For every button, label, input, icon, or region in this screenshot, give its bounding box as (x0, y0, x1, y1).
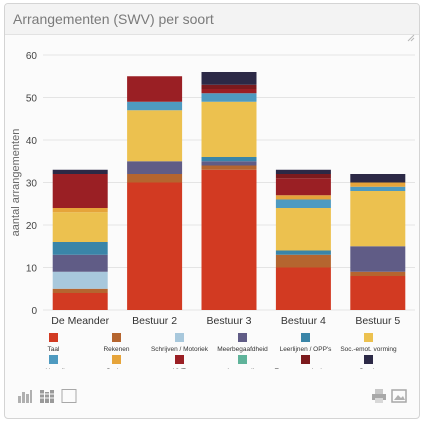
bar-segment-meerbegaafdheid (127, 161, 183, 174)
resize-handle-icon[interactable] (407, 34, 415, 42)
chart-type-toolbar (17, 388, 77, 404)
bar-segment-taal (350, 276, 406, 310)
legend-swatch (112, 355, 121, 364)
legend-swatch (301, 355, 310, 364)
y-axis-label: aantal arrangementen (10, 129, 22, 237)
legend-item-label: VVE (173, 368, 187, 369)
bar-segment-werkhouding (201, 93, 257, 102)
panel-title: Arrangementen (SWV) per soort (13, 11, 214, 27)
bar-segment-overig (52, 169, 108, 174)
bar-segment-werkhouding (127, 101, 183, 111)
bar-segment-leerlijnen-opp-s (201, 157, 257, 162)
bar-segment-rekenen (127, 174, 183, 183)
bar-segment-rekenen (275, 254, 331, 268)
stacked-bar-chart: 0 10 20 30 40 50 60 aantal arrangementen De Mean… (10, 51, 415, 369)
bar-segment-taal (275, 267, 331, 310)
y-tick-label: 50 (26, 94, 38, 105)
table-view-icon[interactable] (61, 388, 77, 404)
bar-segment-soc-emot-vorming (127, 110, 183, 162)
legend-item-label: Logopedie (227, 368, 258, 369)
bar-segment-taal (52, 293, 108, 310)
bar-segment-overig (201, 72, 257, 85)
legend-swatch (364, 355, 373, 364)
chart-panel: Arrangementen (SWV) per soort 0 10 20 30 40 5… (4, 3, 420, 419)
bar-segment-taal (201, 169, 257, 310)
stacked-bar-chart-icon[interactable] (39, 388, 55, 404)
legend-item-label: Soc.-emot. vorming (340, 346, 397, 353)
y-tick-label: 60 (26, 51, 38, 62)
legend-item-label: Taal (48, 346, 60, 353)
x-tick-label: Bestuur 5 (355, 315, 400, 327)
legend-item-label: Ouders (106, 368, 128, 369)
bar-segment-overig (275, 169, 331, 174)
legend-item-label: Schrijven / Motoriek (151, 346, 209, 353)
bar-segment-vve (201, 89, 257, 94)
bar-segment-tussenvoorzieningen (201, 84, 257, 89)
bar-segment-soc-emot-vorming (52, 212, 108, 242)
legend-item-label: Tussenvoorzieningen (275, 368, 337, 369)
bar-segment-soc-emot-vorming (201, 101, 257, 157)
legend-swatch (49, 333, 58, 342)
legend-item-label: Leerlijnen / OPP's (280, 346, 333, 353)
legend-swatch (49, 355, 58, 364)
bar-segment-ouders (52, 208, 108, 213)
bar-segment-werkhouding (350, 186, 406, 191)
y-tick-label: 40 (26, 136, 38, 147)
legend-swatch (364, 333, 373, 342)
y-tick-label: 0 (31, 306, 37, 317)
legend-swatch (175, 355, 184, 364)
bar-segment-werkhouding (275, 199, 331, 208)
panel-header: Arrangementen (SWV) per soort (5, 4, 419, 35)
bar-segment-ouders (275, 195, 331, 200)
x-tick-label: De Meander (51, 315, 109, 327)
legend-swatch (112, 333, 121, 342)
legend-item-label: Overig (359, 368, 379, 369)
legend-item-label: werkhouding (34, 368, 72, 369)
bar-segment-schrijven-motoriek (52, 271, 108, 289)
image-export-icon[interactable] (391, 388, 407, 404)
bar-segment-rekenen (52, 288, 108, 293)
legend-swatch (238, 355, 247, 364)
x-tick-label: Bestuur 2 (132, 315, 177, 327)
bar-segment-meerbegaafdheid (350, 246, 406, 272)
y-tick-label: 30 (26, 179, 38, 190)
bar-segment-soc-emot-vorming (275, 208, 331, 251)
print-icon[interactable] (371, 388, 387, 404)
bar-segment-overig (350, 174, 406, 183)
bar-segment-meerbegaafdheid (52, 254, 108, 272)
bar-segment-ouders (350, 182, 406, 187)
x-tick-label: Bestuur 3 (207, 315, 252, 327)
bar-segment-meerbegaafdheid (201, 161, 257, 166)
legend-swatch (175, 333, 184, 342)
bar-segment-leerlijnen-opp-s (52, 242, 108, 255)
legend-swatch (238, 333, 247, 342)
bar-segment-rekenen (201, 165, 257, 170)
bar-segment-rekenen (350, 271, 406, 276)
bar-segment-soc-emot-vorming (350, 191, 406, 247)
bar-segment-leerlijnen-opp-s (275, 250, 331, 255)
bar-chart-icon[interactable] (17, 388, 33, 404)
bar-segment-vve (52, 174, 108, 208)
legend-item-label: Rekenen (103, 346, 129, 353)
export-toolbar (371, 388, 407, 404)
x-tick-label: Bestuur 4 (281, 315, 326, 327)
y-tick-label: 10 (26, 264, 38, 275)
legend-item-label: Meerbegaafdheid (217, 346, 268, 353)
bar-segment-vve (275, 178, 331, 196)
bar-segment-tussenvoorzieningen (275, 174, 331, 179)
legend-swatch (301, 333, 310, 342)
bar-segment-vve (127, 76, 183, 102)
y-tick-label: 20 (26, 221, 38, 232)
bar-segment-taal (127, 182, 183, 310)
